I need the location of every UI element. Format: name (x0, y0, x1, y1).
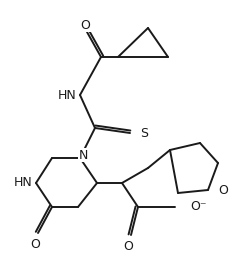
Text: O: O (218, 183, 228, 197)
Text: O: O (80, 18, 90, 32)
Text: O⁻: O⁻ (190, 200, 207, 213)
Text: N: N (78, 148, 88, 162)
Text: O: O (123, 241, 133, 254)
Text: HN: HN (13, 176, 32, 190)
Text: O: O (30, 239, 40, 251)
Text: S: S (140, 126, 148, 140)
Text: HN: HN (57, 89, 76, 102)
